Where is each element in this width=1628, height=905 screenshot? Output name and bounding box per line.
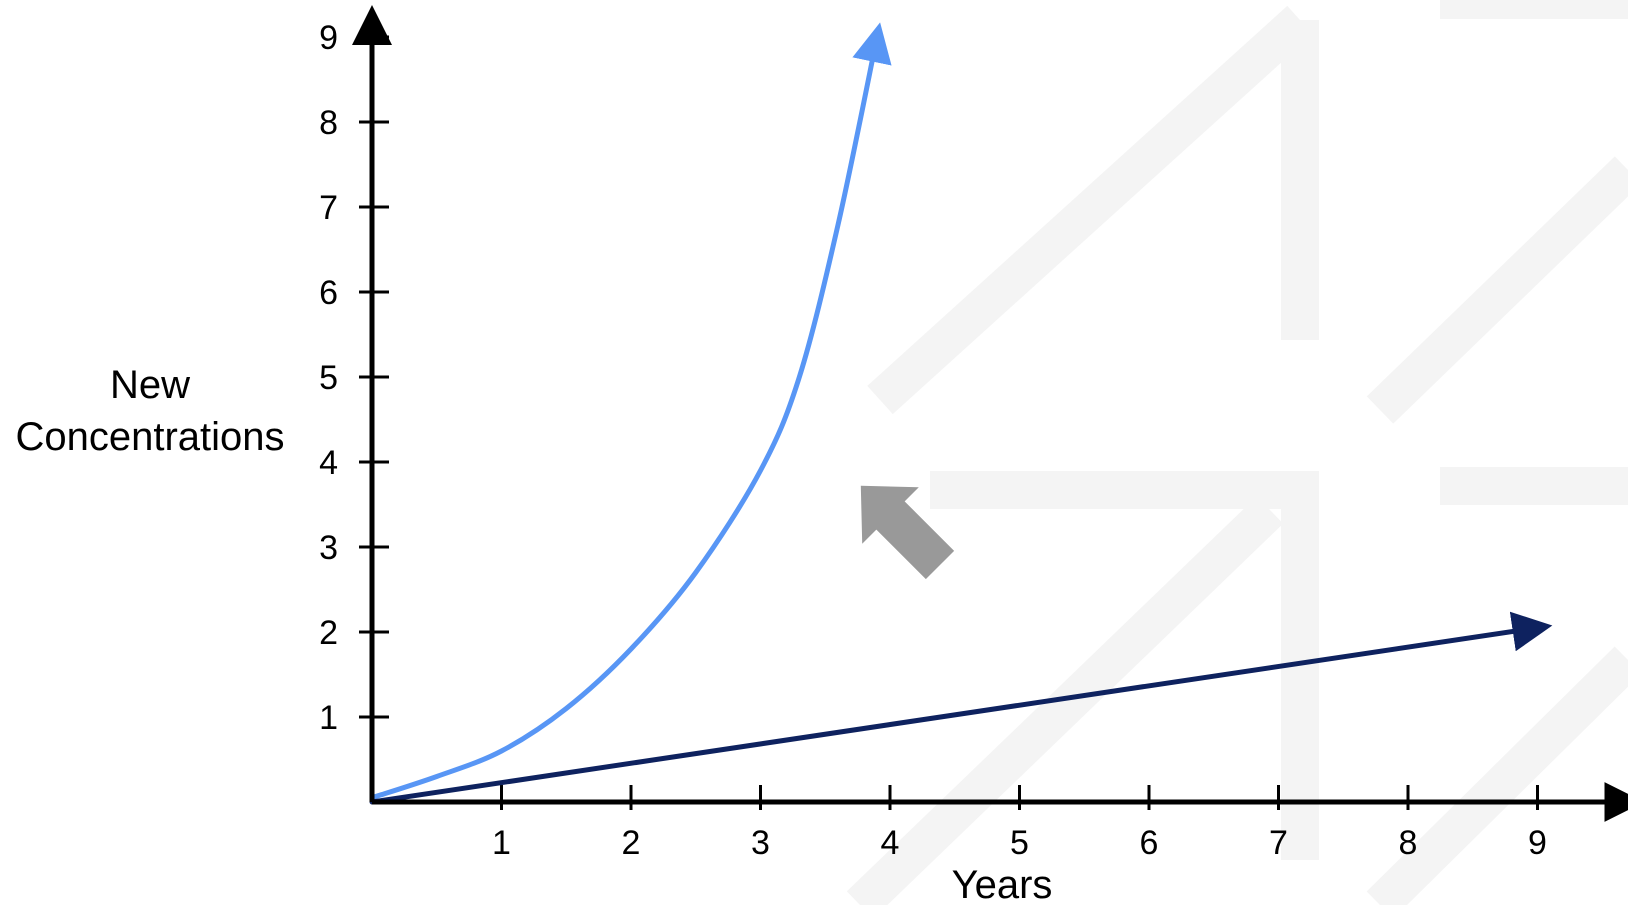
y-tick-label-6: 6 bbox=[319, 274, 338, 312]
y-axis-title-line-1: New bbox=[110, 363, 190, 407]
x-tick-label-1: 1 bbox=[492, 824, 511, 862]
y-axis-ticks: 1 2 3 4 5 6 7 8 9 bbox=[319, 19, 389, 737]
x-tick-label-3: 3 bbox=[751, 824, 770, 862]
x-axis-title: Years bbox=[952, 863, 1053, 905]
x-tick-label-2: 2 bbox=[622, 824, 641, 862]
y-tick-label-2: 2 bbox=[319, 614, 338, 652]
y-tick-label-8: 8 bbox=[319, 104, 338, 142]
series-2-line bbox=[369, 611, 1553, 805]
x-tick-label-5: 5 bbox=[1010, 824, 1029, 862]
y-tick-label-4: 4 bbox=[319, 444, 338, 482]
y-tick-label-3: 3 bbox=[319, 529, 338, 567]
y-tick-label-5: 5 bbox=[319, 359, 338, 397]
x-tick-label-8: 8 bbox=[1399, 824, 1418, 862]
annotation-arrow-icon bbox=[860, 485, 955, 580]
background-watermark bbox=[846, 0, 1628, 905]
y-tick-label-9: 9 bbox=[319, 19, 338, 57]
y-axis-title-line-2: Concentrations bbox=[15, 415, 284, 459]
x-axis-ticks: 1 2 3 4 5 6 7 8 9 bbox=[492, 785, 1547, 862]
series-layer bbox=[369, 22, 1553, 805]
x-tick-label-7: 7 bbox=[1269, 824, 1288, 862]
x-tick-label-9: 9 bbox=[1528, 824, 1547, 862]
x-tick-label-4: 4 bbox=[881, 824, 900, 862]
y-tick-label-7: 7 bbox=[319, 189, 338, 227]
y-tick-label-1: 1 bbox=[319, 699, 338, 737]
x-tick-label-6: 6 bbox=[1140, 824, 1159, 862]
series-1-line bbox=[369, 22, 892, 801]
